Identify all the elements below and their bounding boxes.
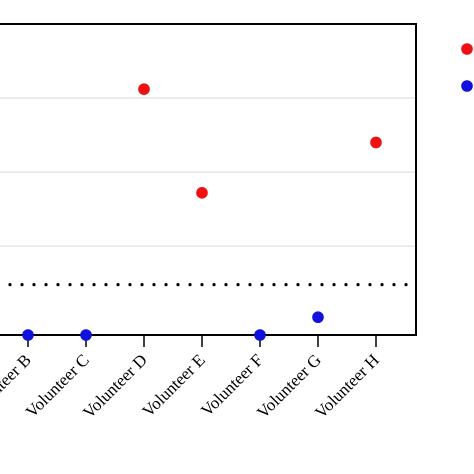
x-tick-label: Volunteer E bbox=[139, 350, 209, 420]
plot-frame bbox=[0, 23, 417, 336]
data-point bbox=[80, 329, 92, 341]
data-point bbox=[22, 329, 34, 341]
data-point bbox=[312, 311, 324, 324]
data-point bbox=[254, 329, 266, 341]
gridlines bbox=[0, 97, 416, 247]
x-ticks bbox=[27, 335, 377, 347]
data-points bbox=[22, 83, 382, 341]
data-point bbox=[370, 136, 382, 149]
data-point bbox=[138, 83, 150, 95]
data-point bbox=[196, 187, 208, 199]
legend bbox=[461, 43, 473, 92]
legend-marker bbox=[461, 43, 473, 55]
legend-marker bbox=[461, 80, 473, 92]
